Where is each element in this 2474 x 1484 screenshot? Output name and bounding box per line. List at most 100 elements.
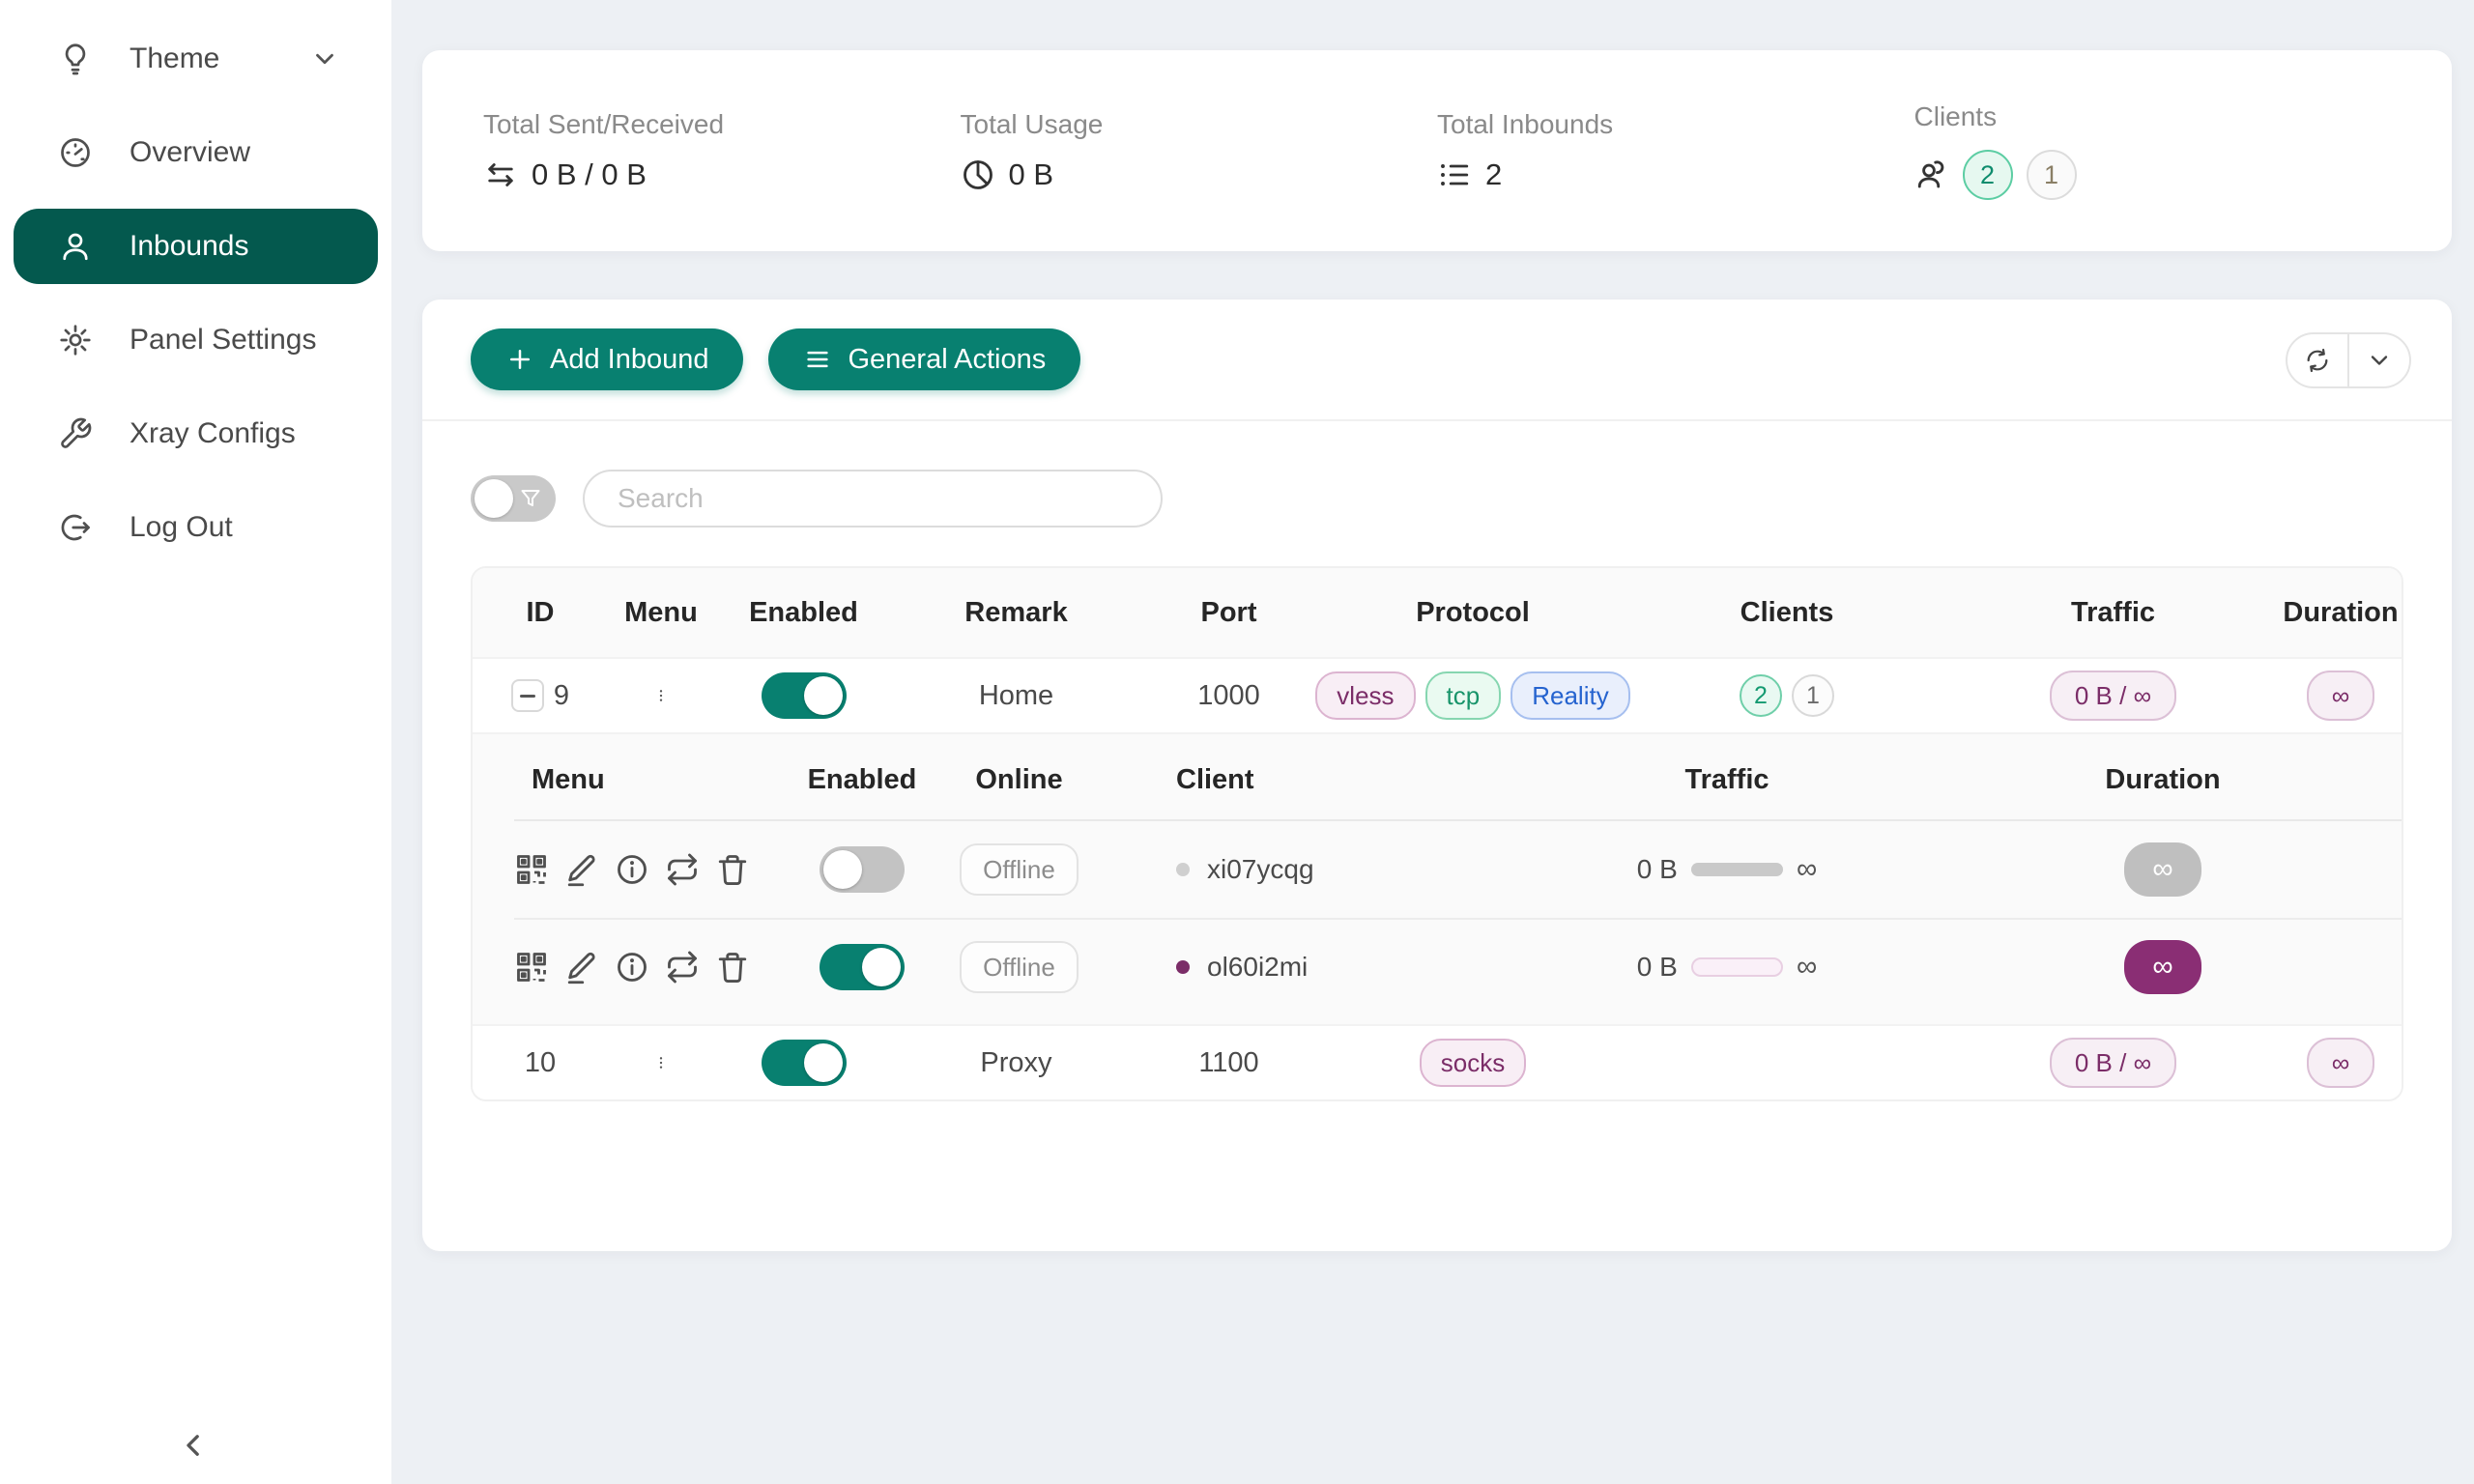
trash-icon[interactable] [715, 950, 750, 985]
inbound-remark: Proxy [980, 1046, 1052, 1078]
client-enabled-toggle[interactable] [820, 846, 905, 893]
subtable-header-row: Menu Enabled Online Client Traffic Durat… [514, 740, 2402, 821]
toggle-knob [823, 850, 862, 889]
protocol-tag: tcp [1424, 671, 1502, 720]
sidebar: Theme Overview Inbounds Panel Settings [0, 0, 391, 1484]
header-port: Port [1200, 596, 1257, 628]
row-menu-button[interactable] [654, 1043, 668, 1082]
protocol-tag: vless [1315, 671, 1416, 720]
info-icon[interactable] [615, 852, 649, 887]
header-traffic: Traffic [2070, 596, 2156, 628]
protocol-tag: Reality [1510, 671, 1630, 720]
client-status-dot [1176, 863, 1190, 876]
enabled-toggle[interactable] [761, 1040, 847, 1086]
sidebar-item-overview[interactable]: Overview [14, 115, 378, 190]
trash-icon[interactable] [715, 852, 750, 887]
traffic-pill: 0 B / ∞ [2049, 671, 2177, 721]
info-icon[interactable] [615, 950, 649, 985]
client-traffic-used: 0 B [1636, 854, 1678, 884]
qr-code-icon[interactable] [514, 950, 549, 985]
header-clients: Clients [1740, 596, 1834, 628]
client-duration-pill: ∞ [2124, 940, 2201, 994]
collapse-row-button[interactable] [510, 679, 544, 712]
reset-traffic-icon[interactable] [665, 950, 700, 985]
sidebar-item-label: Panel Settings [129, 324, 317, 356]
sidebar-item-panel-settings[interactable]: Panel Settings [14, 302, 378, 378]
clients-online-badge: 2 [1962, 150, 2013, 200]
subheader-client: Client [1176, 763, 1254, 795]
client-enabled-toggle[interactable] [820, 944, 905, 990]
online-status-badge: Offline [960, 941, 1079, 993]
qr-code-icon[interactable] [514, 852, 549, 887]
transfer-icon [483, 157, 518, 192]
expanded-client-section: Menu Enabled Online Client Traffic Durat… [473, 732, 2402, 1024]
stat-total-sent-received: Total Sent/Received 0 B / 0 B [483, 109, 961, 192]
client-row: Offline xi07ycqg 0 B ∞ ∞ [514, 821, 2402, 918]
general-actions-button[interactable]: General Actions [768, 328, 1081, 390]
logout-icon [58, 510, 93, 545]
stat-value: 0 B / 0 B [532, 157, 647, 191]
sidebar-item-xray-configs[interactable]: Xray Configs [14, 396, 378, 471]
refresh-icon [2304, 347, 2331, 374]
list-icon [1437, 157, 1472, 192]
header-menu: Menu [624, 596, 698, 628]
chevron-down-icon [2366, 347, 2393, 374]
add-inbound-button[interactable]: Add Inbound [471, 328, 744, 390]
sidebar-item-theme[interactable]: Theme [14, 21, 378, 97]
inbound-port: 1100 [1198, 1046, 1259, 1078]
chevron-left-icon [174, 1426, 213, 1465]
sidebar-item-label: Theme [129, 43, 220, 74]
hamburger-icon [803, 345, 832, 374]
traffic-progress-bar [1690, 957, 1783, 977]
traffic-pill: 0 B / ∞ [2049, 1038, 2177, 1088]
toggle-knob [803, 1043, 843, 1082]
refresh-dropdown-button[interactable] [2349, 334, 2409, 386]
table-row: 10 Proxy 1100 socks 0 B / ∞ ∞ [473, 1024, 2402, 1099]
plus-icon [505, 345, 534, 374]
client-name: ol60i2mi [1207, 952, 1309, 982]
table-header-row: ID Menu Enabled Remark Port Protocol Cli… [473, 568, 2402, 657]
chevron-down-icon [310, 44, 339, 73]
header-enabled: Enabled [749, 596, 858, 628]
duration-pill: ∞ [2306, 671, 2375, 721]
subheader-enabled: Enabled [807, 763, 917, 795]
subheader-traffic: Traffic [1684, 763, 1769, 795]
sidebar-item-label: Inbounds [129, 230, 249, 262]
reset-traffic-icon[interactable] [665, 852, 700, 887]
clients-total-badge: 1 [2026, 150, 2077, 200]
enabled-toggle[interactable] [761, 672, 847, 719]
header-duration: Duration [2283, 596, 2399, 628]
inbounds-panel: Add Inbound General Actions [422, 300, 2452, 1251]
inbound-id: 9 [553, 679, 570, 711]
client-row: Offline ol60i2mi 0 B ∞ ∞ [514, 918, 2402, 1014]
edit-icon[interactable] [564, 852, 599, 887]
sidebar-collapse-button[interactable] [170, 1422, 216, 1469]
funnel-icon [519, 487, 542, 510]
filter-toggle[interactable] [471, 475, 556, 522]
traffic-progress-bar [1690, 863, 1783, 876]
row-menu-button[interactable] [654, 676, 668, 715]
subheader-online: Online [975, 763, 1063, 795]
sidebar-item-log-out[interactable]: Log Out [14, 490, 378, 565]
sidebar-item-inbounds[interactable]: Inbounds [14, 209, 378, 284]
gauge-icon [58, 135, 93, 170]
toggle-knob [862, 948, 901, 986]
refresh-button[interactable] [2287, 334, 2347, 386]
users-icon [1914, 157, 1949, 192]
stat-total-inbounds: Total Inbounds 2 [1437, 109, 1914, 192]
clients-online-badge: 2 [1740, 674, 1782, 717]
stat-label: Clients [1913, 101, 1998, 131]
table-row: 9 Home 1000 vless tcp Reality 2 1 0 B / … [473, 657, 2402, 732]
search-row [422, 421, 2452, 528]
duration-pill: ∞ [2306, 1038, 2375, 1088]
sidebar-item-label: Xray Configs [129, 417, 296, 449]
toggle-knob [475, 479, 513, 518]
add-inbound-label: Add Inbound [550, 343, 709, 375]
stat-value: 0 B [1008, 157, 1054, 191]
stat-label: Total Usage [960, 109, 1104, 139]
protocol-tag: socks [1419, 1039, 1527, 1087]
search-input[interactable] [583, 470, 1163, 528]
stat-value: 2 [1485, 157, 1503, 191]
edit-icon[interactable] [564, 950, 599, 985]
toolbar: Add Inbound General Actions [422, 300, 2452, 421]
